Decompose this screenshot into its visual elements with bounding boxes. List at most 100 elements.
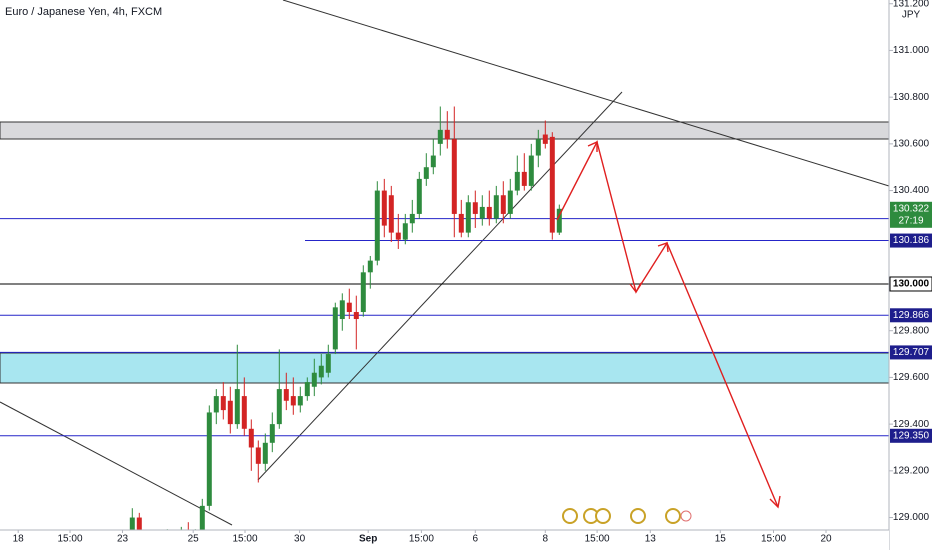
candle-body <box>521 171 527 186</box>
candle-body <box>206 412 212 506</box>
candle-body <box>318 365 324 378</box>
last-price-label: 130.322 <box>893 203 930 214</box>
candle-body <box>409 213 415 224</box>
resistance-zone <box>0 121 890 140</box>
x-tick-label: 6 <box>473 534 479 545</box>
event-icons <box>562 508 692 524</box>
y-tick-label: 129.800 <box>893 325 930 336</box>
price-tag <box>890 308 932 323</box>
x-tick-label: 15 <box>715 534 727 545</box>
y-tick-label: 129.600 <box>893 372 930 383</box>
candle-body <box>493 195 499 219</box>
candle-body <box>353 312 359 320</box>
candle-body <box>458 213 464 233</box>
candle-body <box>395 232 401 240</box>
x-tick-label: 20 <box>820 534 832 545</box>
x-tick-label: 25 <box>188 534 200 545</box>
candle-body <box>542 134 548 144</box>
event-icon <box>630 508 646 524</box>
candle-body <box>374 190 380 261</box>
x-tick-label: 15:00 <box>232 534 257 545</box>
x-tick-label: 30 <box>294 534 306 545</box>
time-axis <box>0 530 889 550</box>
candle-body <box>199 505 205 537</box>
price-tag-label: 129.350 <box>893 430 930 441</box>
candle-body <box>479 206 485 219</box>
candle-body <box>500 195 506 214</box>
event-icon <box>680 510 692 522</box>
x-tick-label: 15:00 <box>57 534 82 545</box>
candle-body <box>416 178 422 214</box>
event-icon <box>665 508 681 524</box>
x-tick-label: Sep <box>359 534 377 545</box>
candle-body <box>297 396 303 406</box>
price-tag <box>889 276 932 292</box>
candle-body <box>507 190 513 214</box>
x-tick-label: 18 <box>13 534 25 545</box>
y-tick-label: 131.200 <box>893 0 930 9</box>
candle-body <box>248 428 254 448</box>
last-price-tag <box>890 201 932 228</box>
candle-body <box>535 139 541 156</box>
y-tick-label: 130.600 <box>893 139 930 150</box>
candle-body <box>234 389 240 425</box>
candle-body <box>360 272 366 313</box>
candle-body <box>514 171 520 191</box>
arrow-head <box>657 242 669 253</box>
candle-body <box>381 190 387 226</box>
trend-line <box>282 0 890 187</box>
event-icon <box>562 508 578 524</box>
candle-body <box>269 424 275 443</box>
price-tag-label: 130.000 <box>893 279 930 290</box>
candle-body <box>528 155 534 186</box>
candle-body <box>339 300 345 320</box>
candle-body <box>451 139 457 214</box>
price-tag-label: 130.186 <box>893 235 930 246</box>
y-tick-label: 130.400 <box>893 185 930 196</box>
candle-body <box>283 389 289 401</box>
arrow-head <box>629 282 642 294</box>
candle-body <box>437 129 443 144</box>
x-tick-label: 15:00 <box>761 534 786 545</box>
candle-body <box>227 400 233 425</box>
candle-body <box>430 155 436 168</box>
candle-body <box>549 136 555 233</box>
candle-body <box>402 223 408 240</box>
event-icon <box>595 508 611 524</box>
candle-body <box>556 208 562 233</box>
support-zone <box>0 352 890 384</box>
candle-body <box>276 389 282 425</box>
currency-label: JPY <box>902 10 921 21</box>
y-tick-label: 130.800 <box>893 92 930 103</box>
candle-body <box>444 129 450 140</box>
candle-body <box>346 302 352 313</box>
arrow-head <box>587 140 598 152</box>
x-tick-label: 23 <box>117 534 129 545</box>
forecast-arrows <box>556 140 781 509</box>
price-tag <box>890 428 932 443</box>
trend-line <box>257 91 623 481</box>
price-tag-label: 129.866 <box>893 310 930 321</box>
candle-body <box>367 260 373 273</box>
candle-body <box>325 354 331 373</box>
candle-body <box>332 307 338 350</box>
candle-body <box>241 396 247 429</box>
candle-body <box>262 442 268 464</box>
candle-body <box>423 167 429 179</box>
x-tick-label: 13 <box>645 534 657 545</box>
candle-body <box>255 447 261 464</box>
y-tick-label: 129.200 <box>893 465 930 476</box>
x-tick-label: 8 <box>543 534 549 545</box>
countdown-label: 27:19 <box>898 215 923 226</box>
y-tick-label: 129.000 <box>893 512 930 523</box>
candle-body <box>472 202 478 214</box>
chart-title: Euro / Japanese Yen, 4h, FXCM <box>5 6 162 18</box>
candle-body <box>304 382 310 397</box>
price-tag <box>890 345 932 360</box>
price-tag-label: 129.707 <box>893 347 930 358</box>
x-tick-label: 15:00 <box>585 534 610 545</box>
candle-body <box>213 396 219 413</box>
candle-body <box>465 202 471 233</box>
y-tick-label: 129.400 <box>893 419 930 430</box>
